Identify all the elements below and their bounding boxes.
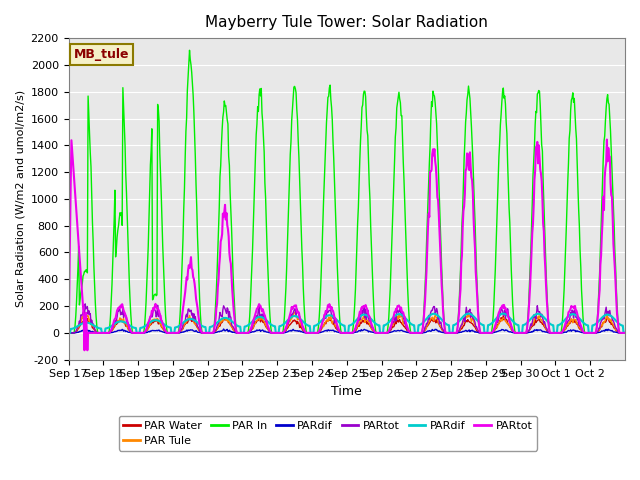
PARdif — [280, 321, 288, 326]
PAR In — [186, 48, 193, 53]
PAR Tule — [620, 330, 628, 336]
PARdif — [404, 318, 412, 324]
PAR In — [130, 330, 138, 336]
Line: PARtot: PARtot — [68, 140, 624, 350]
Line: PAR Water: PAR Water — [68, 316, 624, 333]
X-axis label: Time: Time — [332, 385, 362, 398]
PAR Water — [435, 321, 443, 326]
PARtot — [436, 229, 444, 235]
PARtot — [233, 329, 241, 335]
PAR Water — [404, 328, 412, 334]
PARtot — [131, 330, 138, 336]
PARtot — [436, 321, 444, 327]
PAR Tule — [65, 330, 72, 336]
PARtot — [65, 330, 72, 336]
Title: Mayberry Tule Tower: Solar Radiation: Mayberry Tule Tower: Solar Radiation — [205, 15, 488, 30]
PARdif — [436, 328, 444, 334]
PAR Water — [280, 329, 288, 335]
Line: PARdif: PARdif — [68, 329, 624, 333]
PARdif — [260, 315, 268, 321]
PAR Water — [232, 330, 240, 336]
PAR Water — [499, 313, 507, 319]
PARtot — [282, 327, 289, 333]
Line: PAR In: PAR In — [68, 50, 624, 333]
PARdif — [233, 330, 241, 336]
PAR Tule — [436, 322, 444, 328]
PARtot — [282, 326, 289, 332]
PARtot — [65, 343, 72, 349]
PARdif — [260, 329, 268, 335]
PARdif — [435, 313, 443, 319]
PAR In — [65, 330, 72, 336]
PAR In — [404, 301, 412, 307]
PAR In — [282, 300, 289, 306]
Line: PARtot: PARtot — [68, 304, 624, 333]
Y-axis label: Solar Radiation (W/m2 and umol/m2/s): Solar Radiation (W/m2 and umol/m2/s) — [15, 90, 25, 308]
Line: PARdif: PARdif — [68, 313, 624, 333]
PAR Water — [130, 330, 138, 336]
PARdif — [65, 330, 72, 336]
PAR Tule — [291, 309, 298, 315]
PARdif — [220, 326, 227, 332]
PAR Tule — [404, 328, 412, 334]
PARtot — [131, 330, 138, 336]
PARdif — [404, 330, 412, 336]
PARdif — [130, 330, 138, 336]
PARtot — [260, 312, 268, 317]
Legend: PAR Water, PAR Tule, PAR In, PARdif, PARtot, PARdif, PARtot: PAR Water, PAR Tule, PAR In, PARdif, PAR… — [118, 416, 537, 451]
PARtot — [603, 137, 611, 143]
PARdif — [282, 330, 289, 336]
PAR Water — [65, 330, 72, 336]
PARdif — [620, 330, 628, 336]
Line: PAR Tule: PAR Tule — [68, 312, 624, 333]
PAR Tule — [260, 318, 268, 324]
PARtot — [233, 330, 241, 336]
PARtot — [260, 311, 268, 317]
PAR Water — [260, 319, 268, 325]
PARdif — [232, 322, 240, 328]
Text: MB_tule: MB_tule — [74, 48, 129, 61]
PARdif — [620, 330, 628, 336]
PAR Water — [620, 330, 628, 336]
PARdif — [465, 311, 472, 316]
PARtot — [620, 330, 628, 336]
PAR In — [620, 330, 628, 336]
PAR Tule — [232, 330, 240, 336]
PARtot — [404, 328, 412, 334]
PAR In — [436, 201, 444, 207]
PARtot — [620, 330, 628, 336]
PARtot — [81, 348, 88, 353]
PAR Tule — [280, 329, 288, 335]
PAR Tule — [130, 330, 138, 336]
PARtot — [81, 301, 89, 307]
PAR In — [260, 149, 268, 155]
PAR In — [233, 329, 241, 335]
PARdif — [65, 330, 72, 336]
PARtot — [404, 327, 412, 333]
PARdif — [130, 325, 138, 331]
